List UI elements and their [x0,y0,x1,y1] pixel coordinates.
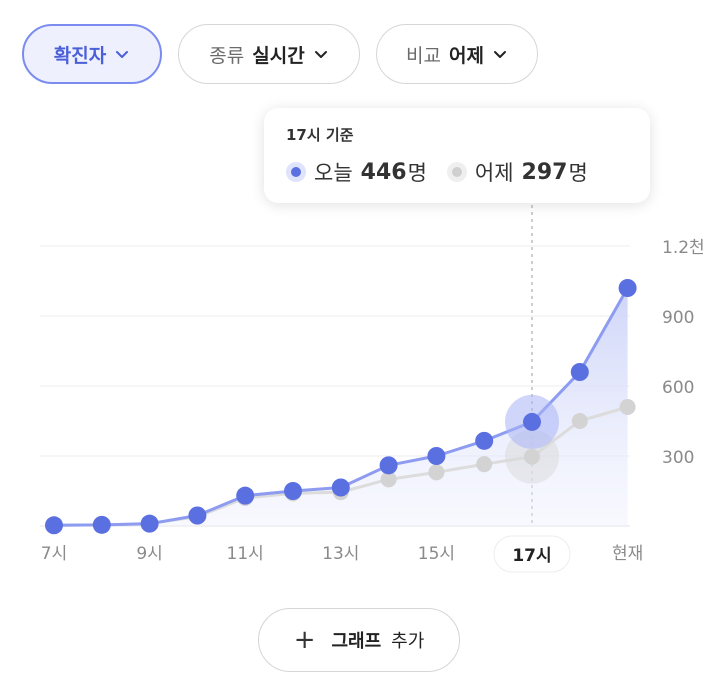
yesterday-point[interactable] [571,413,588,429]
today-point[interactable] [188,506,207,525]
type-filter-label: 종류 [209,44,245,67]
compare-filter-button[interactable]: 비교 어제 [376,24,538,84]
y-tick-label: 1.2천 [662,238,705,258]
x-tick-highlight-badge [493,535,571,573]
tooltip-today-unit: 명 [407,161,427,185]
today-point[interactable] [140,514,159,533]
tooltip-today-value: 446 [360,159,407,185]
chevron-down-icon [493,51,506,58]
add-graph-label-bold: 그래프 [331,631,382,652]
yesterday-point[interactable] [428,464,445,481]
compare-filter-label: 비교 [406,44,441,67]
tooltip: 17시 기준 오늘 446 명 어제 297 명 [264,108,650,203]
yesterday-legend-dot [446,162,467,182]
today-point[interactable] [236,486,255,505]
yesterday-point[interactable] [524,448,540,465]
y-tick-label: 600 [662,378,694,398]
yesterday-point[interactable] [380,471,397,488]
metric-filter-button[interactable]: 확진자 [22,24,162,84]
yesterday-point[interactable] [619,399,636,415]
x-tick-label: 9시 [136,544,162,564]
today-point[interactable] [475,431,494,450]
tooltip-title: 17시 기준 [286,126,354,144]
tooltip-yesterday-value: 297 [521,159,568,185]
today-point[interactable] [331,478,350,497]
x-tick-label: 11시 [227,544,264,564]
cases-line-chart[interactable]: 300 600 900 1.2천 7시 9시 11시 13시 15시 17시 현재 [0,0,717,600]
x-tick-label: 13시 [322,544,359,564]
tooltip-today-label: 오늘 [314,161,353,185]
today-point[interactable] [618,279,637,297]
type-filter-button[interactable]: 종류 실시간 [178,24,360,84]
x-tick-label: 17시 [512,546,551,566]
today-point[interactable] [92,515,111,534]
today-legend-dot [286,162,306,182]
today-point[interactable] [45,516,63,535]
today-point[interactable] [570,363,589,381]
x-tick-label: 15시 [418,544,455,564]
tooltip-yesterday-unit: 명 [568,161,588,185]
x-tick-label: 현재 [612,544,643,564]
type-filter-value: 실시간 [252,44,305,67]
tooltip-yesterday-label: 어제 [474,161,514,185]
plus-icon: + [293,625,316,655]
today-point[interactable] [427,447,446,465]
x-tick-label: 7시 [41,544,67,564]
chevron-down-icon [116,51,129,58]
metric-filter-value: 확진자 [53,44,107,67]
yesterday-point[interactable] [476,456,493,473]
add-graph-button[interactable]: + 그래프 추가 [258,608,460,672]
y-tick-label: 300 [662,448,694,468]
today-point[interactable] [284,482,302,500]
y-tick-label: 900 [662,308,694,328]
today-point[interactable] [379,456,398,475]
add-graph-label: 추가 [391,631,425,652]
chevron-down-icon [314,51,327,58]
compare-filter-value: 어제 [449,44,484,67]
today-point[interactable] [523,412,541,431]
